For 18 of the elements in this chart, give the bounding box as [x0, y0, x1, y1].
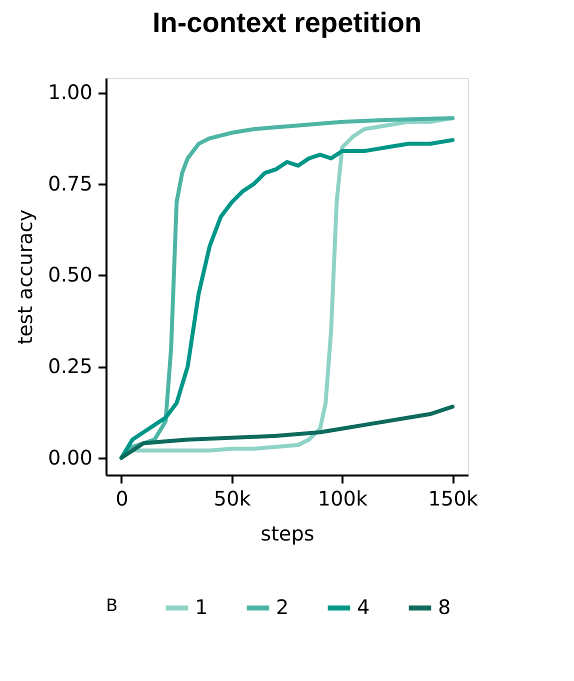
y-tick-label: 0.50: [48, 262, 92, 287]
x-tick-label: 0: [116, 486, 128, 510]
y-tick-label: 0.75: [48, 171, 92, 196]
legend-label: 8: [438, 595, 451, 619]
y-tick-label: 0.00: [48, 445, 92, 470]
x-tick-label: 50k: [214, 486, 252, 510]
legend-title: B: [106, 596, 118, 616]
y-axis-title: test accuracy: [12, 209, 37, 344]
y-tick-label: 1.00: [48, 80, 92, 104]
x-axis-title: steps: [260, 522, 314, 546]
legend-label: 2: [276, 595, 289, 619]
x-tick-label: 100k: [318, 486, 368, 510]
chart-title: In-context repetition: [152, 7, 422, 38]
legend-label: 1: [195, 595, 208, 619]
line-series: [119, 404, 455, 460]
y-tick-label: 0.25: [48, 354, 92, 378]
x-tick-label: 150k: [428, 486, 478, 510]
legend-label: 4: [357, 595, 370, 619]
